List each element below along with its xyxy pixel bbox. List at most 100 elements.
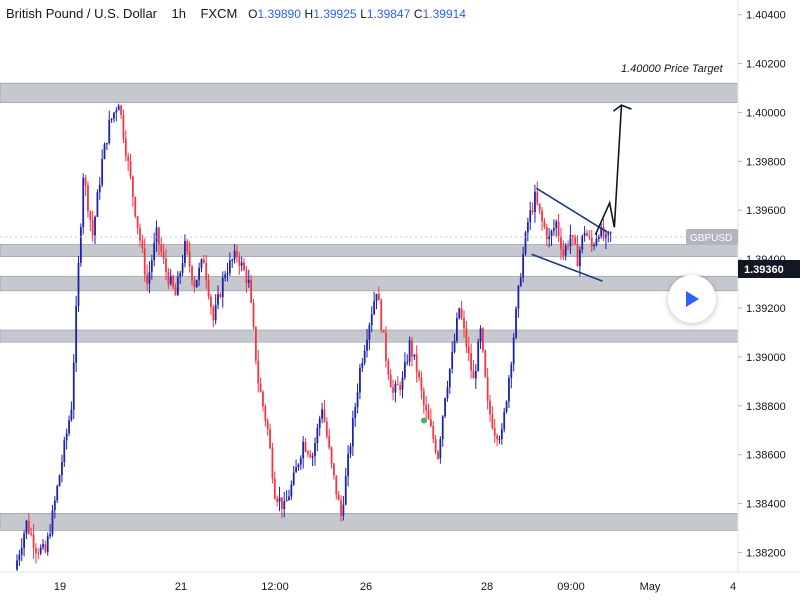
channel-lower-line: [531, 253, 603, 282]
candle-body: [479, 328, 482, 342]
candle-body: [23, 533, 25, 548]
candle-body: [273, 478, 276, 499]
x-tick-label: 26: [360, 581, 372, 593]
candle-body: [571, 235, 574, 237]
x-tick-label: 28: [481, 581, 493, 593]
candle-body: [309, 453, 312, 458]
candle-body: [574, 236, 577, 245]
candle-body: [150, 260, 153, 272]
candle-body: [427, 410, 430, 420]
candle-body: [361, 362, 364, 368]
candle-body: [252, 302, 255, 327]
candle-body: [212, 307, 215, 321]
candle-body: [500, 429, 503, 440]
candle-body: [16, 560, 18, 570]
candle-body: [337, 494, 340, 501]
candle-body: [607, 232, 610, 235]
candle-body: [264, 406, 267, 421]
candle-body: [30, 533, 33, 535]
candle-body: [205, 263, 208, 280]
candle-body: [477, 341, 480, 371]
candle-body: [408, 340, 411, 362]
candle-body: [538, 203, 541, 211]
candle-body: [439, 439, 442, 459]
candle-body: [221, 277, 224, 297]
candle-body: [401, 377, 404, 390]
candle-body: [377, 293, 380, 301]
candle-body: [247, 279, 250, 283]
candle-body: [269, 429, 271, 449]
candle-body: [465, 328, 468, 347]
candle-body: [148, 271, 151, 284]
candle-body: [323, 409, 326, 422]
candle-body: [131, 176, 134, 198]
candle-body: [228, 260, 231, 273]
candle-body: [307, 451, 309, 454]
candle-body: [344, 476, 347, 505]
candle-body: [467, 346, 470, 354]
candle-body: [602, 227, 605, 239]
play-icon: [686, 291, 699, 307]
exchange-label: FXCM: [200, 6, 238, 21]
candle-body: [160, 244, 163, 253]
candle-body: [375, 293, 378, 301]
candle-body: [288, 496, 290, 501]
candle-body: [262, 391, 264, 407]
candle-body: [139, 227, 141, 241]
candle-body: [236, 250, 238, 257]
candle-body: [202, 259, 205, 264]
candle-body: [406, 361, 409, 363]
candle-body: [226, 272, 229, 275]
candle-body: [115, 110, 118, 113]
candle-body: [519, 277, 522, 286]
y-tick-label: 1.39000: [746, 352, 786, 364]
candle-body: [280, 497, 283, 510]
candle-body: [373, 300, 376, 315]
candle-body: [340, 500, 342, 516]
candle-body: [342, 504, 345, 516]
x-tick-label: 4: [730, 581, 736, 593]
candle-body: [557, 221, 560, 237]
last-price-tag: [738, 260, 800, 278]
candle-body: [129, 160, 132, 177]
candle-body: [605, 234, 607, 239]
x-tick-label: 12:00: [261, 581, 289, 593]
candle-body: [158, 227, 160, 245]
candle-body: [351, 418, 354, 447]
candle-body: [569, 235, 572, 246]
candle-body: [58, 475, 61, 487]
candle-body: [65, 433, 68, 441]
candle-body: [422, 390, 425, 405]
candle-body: [283, 501, 286, 510]
candle-body: [524, 232, 527, 254]
time-axis-bg: [0, 572, 800, 598]
interval-label[interactable]: 1h: [171, 6, 186, 21]
price-target-label: 1.40000 Price Target: [621, 63, 724, 75]
y-tick-label: 1.38400: [746, 499, 786, 511]
candle-body: [456, 318, 458, 341]
candle-body: [576, 244, 579, 267]
candle-body: [271, 448, 274, 479]
candle-body: [191, 266, 193, 281]
candle-body: [143, 248, 146, 275]
x-tick-label: 21: [175, 581, 187, 593]
candle-body: [543, 221, 546, 228]
candle-body: [437, 451, 439, 459]
candle-body: [453, 340, 456, 352]
candle-body: [526, 222, 529, 233]
low-value: 1.39847: [366, 7, 411, 21]
y-tick-label: 1.40000: [746, 107, 786, 119]
candle-body: [276, 498, 279, 502]
play-button[interactable]: [668, 275, 716, 323]
candle-body: [536, 191, 539, 204]
candle-body: [333, 463, 335, 476]
candle-body: [146, 274, 148, 284]
candle-body: [186, 240, 189, 252]
candle-body: [96, 192, 99, 217]
candle-body: [72, 362, 75, 410]
symbol-name[interactable]: British Pound / U.S. Dollar: [6, 6, 158, 21]
candle-body: [169, 276, 172, 285]
candle-body: [311, 455, 314, 458]
y-tick-label: 1.38800: [746, 401, 786, 413]
